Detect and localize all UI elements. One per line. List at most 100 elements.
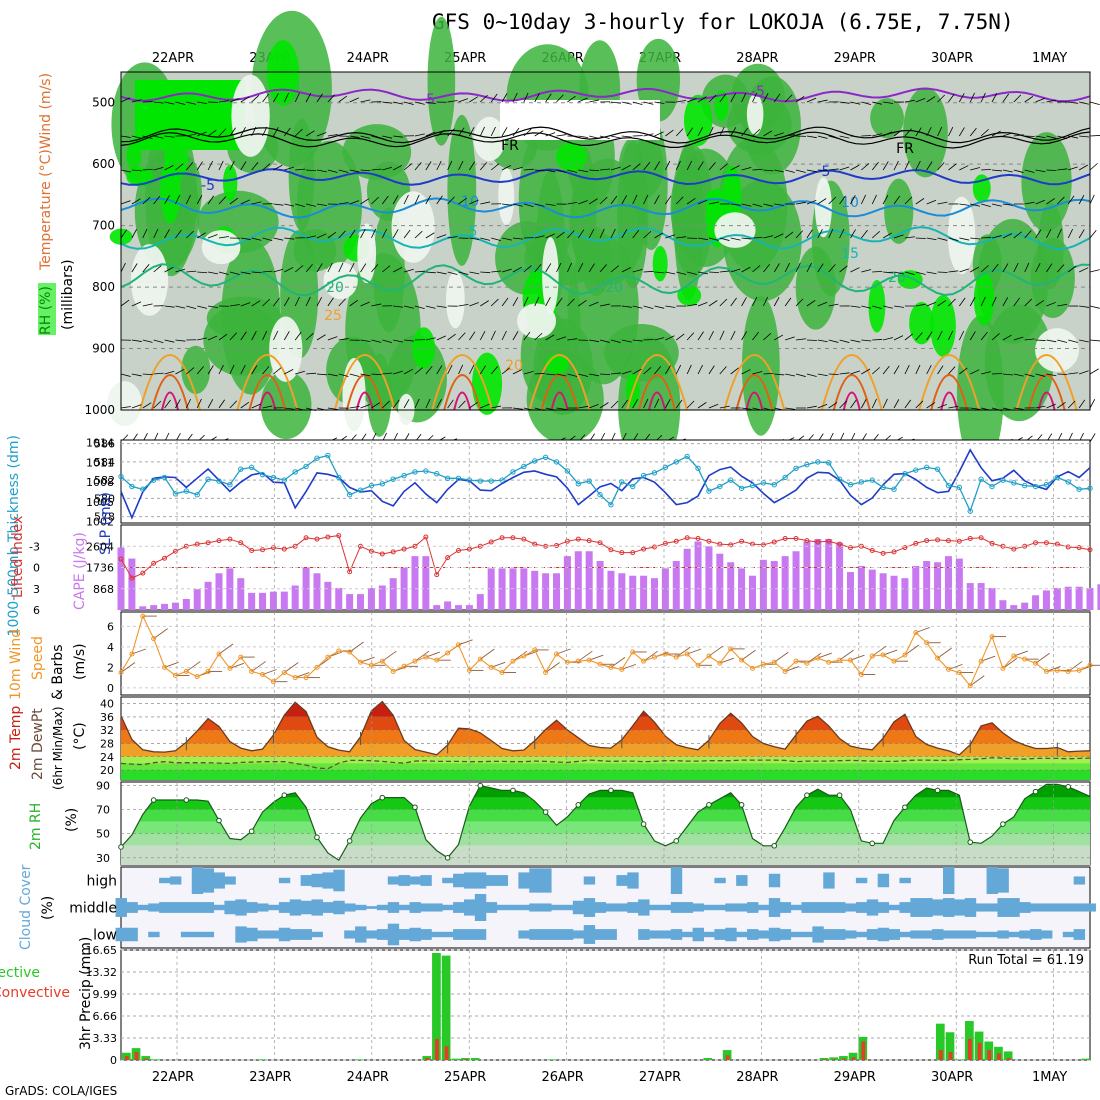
precip-total-bar	[441, 955, 451, 1060]
wind-speed-marker	[684, 651, 690, 657]
wind-barb	[534, 264, 542, 273]
wind-barb	[502, 203, 513, 206]
wind-barb	[817, 228, 823, 239]
wind-speed-marker	[390, 668, 396, 674]
wind-barb	[164, 370, 175, 375]
contour-30	[930, 374, 969, 411]
precip-total-bar	[703, 1058, 713, 1060]
wind-barb	[1002, 297, 1009, 307]
wind-barb	[382, 135, 393, 139]
wind-barb	[545, 334, 555, 341]
cloud-bar-high	[453, 873, 465, 888]
cloud-bar-middle	[148, 903, 160, 912]
lifted-index-marker	[597, 540, 603, 546]
wind-barb	[567, 95, 576, 103]
cape-bar	[629, 575, 637, 610]
cloud-bar-low	[779, 929, 792, 940]
wind-barb	[1078, 164, 1088, 171]
thickness-marker	[314, 455, 320, 461]
wind-barb	[675, 364, 682, 375]
wind-barb	[262, 93, 269, 103]
wind-barb	[186, 270, 197, 273]
wind-barb-10m	[545, 662, 560, 673]
wind-barb	[926, 199, 937, 205]
wind-barb	[479, 162, 488, 171]
cape-bar	[748, 575, 756, 610]
cloud-bar-high	[899, 877, 911, 884]
rh-marker	[477, 782, 484, 789]
wind-barb	[752, 128, 761, 137]
cape-bar	[335, 587, 343, 610]
wind-barb	[665, 129, 674, 137]
wind-barb	[534, 130, 544, 137]
wind-barb	[763, 93, 769, 103]
contour-label: FR	[501, 138, 519, 154]
cloud-bar-middle	[376, 904, 389, 911]
cloud-bar-middle	[975, 903, 988, 912]
thickness-marker	[728, 477, 734, 483]
thickness-marker	[553, 459, 560, 465]
cloud-bar-low	[376, 929, 389, 940]
cape-bar	[1086, 587, 1094, 610]
wind-barb	[959, 268, 969, 273]
wind-barb	[458, 271, 469, 275]
cloud-bar-middle	[605, 903, 617, 912]
wind-barb	[871, 231, 880, 239]
lifted-index-marker	[1043, 540, 1049, 546]
wind-barb	[425, 398, 431, 409]
rh2m-unit: (%)	[64, 808, 80, 832]
wind-barb	[1002, 93, 1010, 103]
wind-barb	[599, 228, 605, 239]
wind-barb	[175, 268, 186, 273]
wind-barb	[828, 373, 839, 375]
wind-barb	[806, 135, 817, 139]
cape-bar	[444, 601, 452, 610]
contour-25	[431, 354, 494, 411]
lifted-index-marker	[891, 549, 897, 555]
thickness-marker	[194, 492, 200, 498]
cloud-bar-high	[496, 875, 509, 886]
cloud-bar-high	[1073, 876, 1086, 885]
cloud-bar-low	[932, 929, 944, 940]
thickness-marker	[118, 473, 124, 480]
contour-30	[443, 374, 482, 411]
wind-barb	[186, 162, 194, 171]
wind-barb	[479, 126, 485, 137]
wind-barb-10m	[218, 643, 234, 655]
wind-barb	[425, 305, 436, 309]
precip-total-bar	[994, 1046, 1003, 1060]
cloud-bar-low	[311, 931, 323, 938]
wind-barb	[371, 402, 381, 409]
wind-barb	[305, 264, 313, 273]
wind-barb	[262, 366, 270, 375]
wind-barb	[403, 368, 414, 375]
lifted-index-marker	[641, 546, 647, 552]
lifted-index-marker	[456, 548, 462, 553]
rh-blob-saturated	[909, 302, 934, 345]
rh-blob-dry	[201, 230, 241, 265]
wind-barb	[1035, 405, 1046, 409]
contour-35	[161, 391, 179, 411]
wind-barb	[392, 195, 399, 205]
slp-ytick: 1005	[86, 496, 114, 509]
slp-ytick: 1002	[86, 516, 114, 529]
lifted-index-marker	[989, 540, 995, 546]
precip-total-bar	[470, 1058, 480, 1060]
wind-barb	[567, 373, 578, 377]
cloud-bar-middle	[659, 904, 672, 911]
wind-barb	[382, 166, 393, 171]
wind-barb	[501, 268, 512, 273]
wind-barb	[1035, 262, 1041, 273]
rh-blob	[673, 141, 704, 301]
wind-barb	[774, 373, 785, 376]
wind-speed-marker	[510, 658, 516, 664]
wind-barb	[164, 229, 170, 239]
wind-barb	[774, 132, 784, 137]
wind-barb	[708, 300, 718, 307]
wind-speed-marker	[1043, 668, 1049, 674]
rh-ytick: 90	[96, 780, 110, 793]
wind-barb-10m	[578, 650, 593, 662]
wind-barb	[1046, 135, 1057, 139]
cloud-bar-low	[834, 929, 846, 940]
cape-bar	[291, 585, 299, 610]
